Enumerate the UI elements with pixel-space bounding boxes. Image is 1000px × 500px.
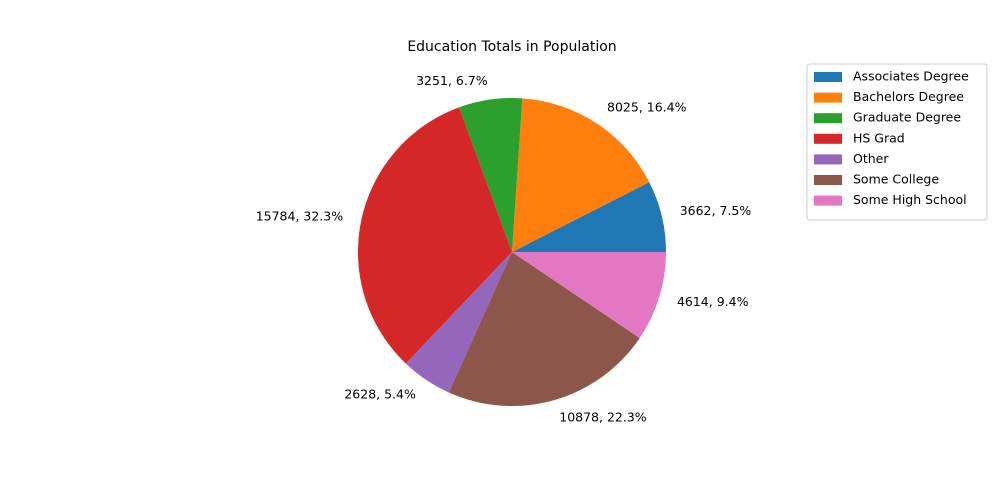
legend-label-hs-grad: HS Grad	[853, 130, 905, 145]
legend-label-other: Other	[853, 151, 889, 166]
legend-swatch-other	[814, 154, 842, 165]
pie-slice-graduate-degree	[459, 98, 523, 252]
legend-label-associates-degree: Associates Degree	[853, 69, 969, 84]
legend-label-bachelors-degree: Bachelors Degree	[853, 89, 964, 104]
slice-label-hs-grad: 15784, 32.3%	[256, 208, 344, 223]
pie-slice-some-college	[448, 252, 640, 406]
legend-frame	[806, 63, 988, 221]
slice-label-graduate-degree: 3251, 6.7%	[416, 73, 488, 88]
pie-slice-bachelors-degree	[512, 98, 650, 252]
pie-slice-some-high-school	[512, 252, 666, 339]
chart-title: Education Totals in Population	[407, 39, 616, 55]
slice-label-some-high-school: 4614, 9.4%	[677, 294, 749, 309]
slice-label-associates-degree: 3662, 7.5%	[680, 203, 752, 218]
slice-label-some-college: 10878, 22.3%	[559, 409, 647, 424]
slice-label-bachelors-degree: 8025, 16.4%	[607, 100, 687, 115]
legend-swatch-hs-grad	[814, 133, 842, 144]
pie-slice-associates-degree	[512, 182, 666, 252]
pie-slice-hs-grad	[358, 107, 512, 364]
slice-labels: 3662, 7.5% 8025, 16.4% 3251, 6.7% 15784, 32…	[256, 73, 752, 425]
pie-slices	[358, 98, 666, 406]
legend: Associates Degree Bachelors Degree Graduat…	[806, 63, 988, 221]
legend-swatch-bachelors-degree	[814, 92, 842, 103]
legend-label-some-high-school: Some High School	[853, 192, 967, 207]
legend-swatch-some-college	[814, 175, 842, 185]
legend-swatch-associates-degree	[814, 72, 842, 82]
legend-swatch-some-high-school	[814, 195, 842, 206]
legend-label-graduate-degree: Graduate Degree	[853, 110, 961, 125]
legend-swatch-graduate-degree	[814, 113, 842, 124]
legend-label-some-college: Some College	[853, 172, 939, 187]
pie-slice-other	[405, 252, 512, 393]
slice-label-other: 2628, 5.4%	[344, 387, 416, 402]
